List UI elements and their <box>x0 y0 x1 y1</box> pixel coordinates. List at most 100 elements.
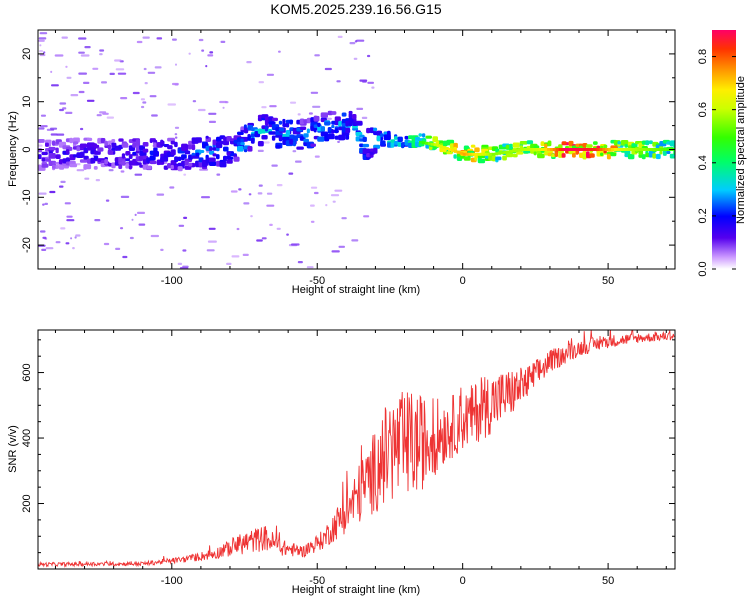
ridge-core-cell <box>448 148 452 151</box>
ridge-cell <box>83 155 89 160</box>
noise-cell <box>250 215 253 218</box>
ridge-cell <box>306 128 310 134</box>
ridge-core-cell <box>549 148 554 151</box>
noise-cell <box>222 106 225 109</box>
ridge-core-cell <box>453 149 458 153</box>
ridge-cell <box>516 151 524 155</box>
ridge-cell <box>317 122 321 127</box>
ridge-core-cell <box>648 148 653 151</box>
ridge-cell <box>209 161 217 166</box>
ridge-core-cell <box>596 148 600 151</box>
ridge-cell <box>669 140 675 147</box>
noise-cell <box>92 67 99 70</box>
ridge-cell <box>474 157 478 161</box>
ridge-cell <box>167 137 175 142</box>
noise-cell <box>297 113 301 116</box>
ridge-cell <box>240 126 245 131</box>
ridge-cell <box>223 146 229 152</box>
ridge-cell <box>327 127 332 132</box>
ridge-cell <box>474 147 480 153</box>
ridge-cell <box>83 165 87 170</box>
ridge-cell <box>271 117 278 122</box>
ridge-cell <box>586 151 590 157</box>
noise-cell <box>76 169 85 172</box>
ridge-cell <box>240 142 245 146</box>
ridge-cell <box>250 137 255 144</box>
noise-cell <box>356 107 364 110</box>
ridge-cell <box>107 144 111 150</box>
ridge-cell <box>362 148 371 154</box>
noise-cell <box>140 98 145 101</box>
noise-cell <box>80 54 90 57</box>
noise-cell <box>178 224 185 227</box>
ridge-cell <box>495 148 500 153</box>
ridge-cell <box>163 165 169 170</box>
noise-cell <box>177 262 183 265</box>
ridge-cell <box>463 145 469 150</box>
noise-cell <box>261 106 267 109</box>
noise-cell <box>261 237 267 240</box>
ridge-cell <box>313 115 320 122</box>
noise-cell <box>331 250 340 253</box>
snr-line-group <box>38 330 675 568</box>
noise-cell <box>115 68 125 71</box>
ridge-cell <box>303 133 309 138</box>
ridge-core-cell <box>465 152 470 156</box>
noise-cell <box>78 90 85 94</box>
noise-cell <box>49 190 56 194</box>
noise-cell <box>271 164 278 167</box>
ridge-core-cell <box>634 148 638 151</box>
ridge-cell <box>303 141 307 146</box>
noise-cell <box>40 230 46 233</box>
ridge-cell <box>334 116 341 122</box>
ridge-cell <box>142 159 148 165</box>
ridge-cell <box>93 155 99 161</box>
ridge-core-cell <box>637 148 641 151</box>
ridge-cell <box>544 143 548 149</box>
noise-cell <box>61 36 68 39</box>
noise-cell <box>205 65 208 68</box>
ridge-cell <box>645 140 650 146</box>
ridge-cell <box>72 141 79 145</box>
noise-cell <box>96 114 102 117</box>
ridge-core-cell <box>599 148 603 151</box>
ridge-cell <box>121 153 126 159</box>
noise-cell <box>183 216 188 219</box>
noise-cell <box>39 44 42 47</box>
ridge-cell <box>212 153 217 157</box>
noise-cell <box>59 102 67 105</box>
x-tick-label: 50 <box>602 575 614 587</box>
noise-cell <box>122 255 128 259</box>
noise-cell <box>70 94 79 97</box>
ridge-core-cell <box>477 152 481 156</box>
ridge-cell <box>641 154 646 160</box>
noise-cell <box>208 227 216 230</box>
noise-cell <box>137 211 145 214</box>
ridge-cell <box>149 139 153 143</box>
noise-cell <box>105 199 110 202</box>
ridge-cell <box>600 152 604 156</box>
noise-cell <box>64 202 71 205</box>
ridge-cell <box>261 135 268 140</box>
noise-cell <box>198 108 206 112</box>
ridge-cell <box>247 146 253 152</box>
ridge-cell <box>97 147 104 152</box>
noise-cell <box>266 73 274 76</box>
noise-cell <box>38 127 45 130</box>
ridge-cell <box>160 139 164 145</box>
ridge-core-cell <box>625 148 630 151</box>
ridge-cell <box>390 141 395 148</box>
ridge-cell <box>153 147 158 152</box>
noise-cell <box>42 236 47 239</box>
ridge-core-cell <box>552 148 557 151</box>
noise-cell <box>175 63 177 66</box>
ridge-cell <box>421 133 426 138</box>
ridge-core-cell <box>445 147 449 150</box>
ridge-cell <box>52 140 56 146</box>
ridge-cell <box>226 155 231 160</box>
noise-cell <box>258 81 264 84</box>
ridge-cell <box>582 153 587 160</box>
noise-cell <box>192 100 197 103</box>
ridge-core-cell <box>567 148 571 151</box>
ridge-cell <box>38 139 45 143</box>
